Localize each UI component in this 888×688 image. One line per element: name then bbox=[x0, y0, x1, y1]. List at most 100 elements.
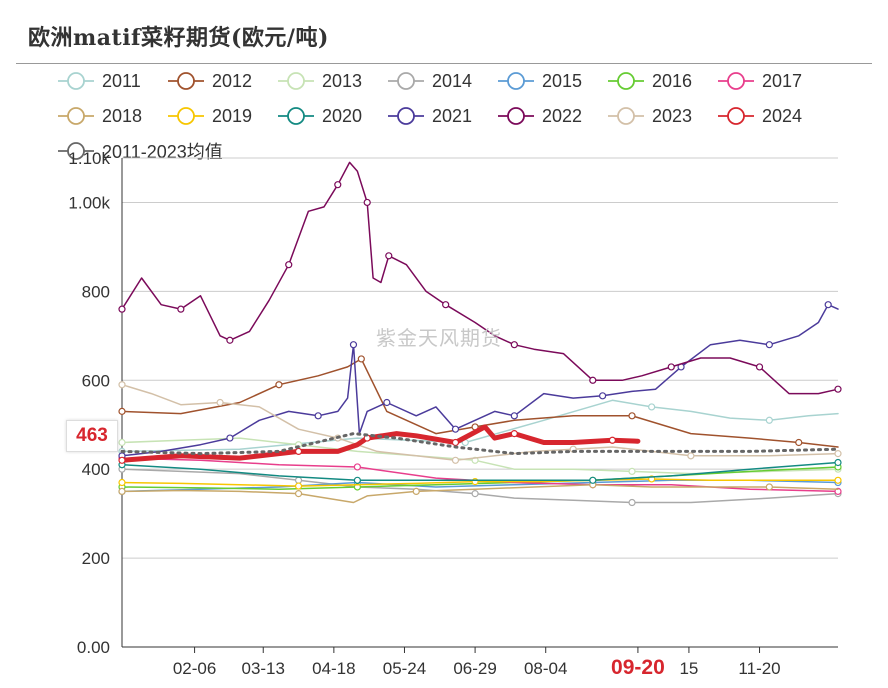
x-tick-label: 03-13 bbox=[241, 659, 284, 678]
data-point bbox=[353, 476, 361, 484]
legend-item[interactable]: 2016 bbox=[606, 70, 692, 92]
legend-item[interactable]: 2011 bbox=[56, 70, 141, 92]
data-point bbox=[589, 376, 597, 384]
title-divider bbox=[16, 63, 872, 64]
legend-label: 2015 bbox=[542, 70, 583, 91]
data-point bbox=[357, 355, 365, 363]
data-point bbox=[412, 487, 420, 496]
legend-swatch-marker bbox=[397, 107, 415, 125]
data-point bbox=[628, 412, 636, 420]
legend-swatch-icon bbox=[58, 72, 94, 90]
series-line-2024 bbox=[119, 424, 641, 463]
y-tick-label: 800 bbox=[82, 282, 110, 301]
legend-label: 2016 bbox=[652, 70, 693, 91]
x-tick-label: 02-06 bbox=[173, 659, 216, 678]
data-point bbox=[363, 198, 371, 207]
legend-label: 2018 bbox=[102, 105, 143, 126]
legend-swatch-marker bbox=[727, 107, 745, 125]
data-point bbox=[471, 490, 479, 498]
legend-item[interactable]: 2019 bbox=[166, 105, 252, 127]
data-point bbox=[275, 381, 283, 389]
data-point bbox=[628, 467, 636, 476]
data-point bbox=[118, 305, 126, 313]
data-point bbox=[349, 341, 358, 349]
data-point bbox=[177, 305, 185, 313]
data-point bbox=[628, 498, 636, 507]
x-tick-label: 15 bbox=[679, 659, 698, 678]
legend-item[interactable]: 2011-2023均值 bbox=[56, 140, 223, 162]
legend-swatch-icon bbox=[608, 107, 644, 125]
legend-swatch-marker bbox=[177, 72, 195, 90]
legend-item[interactable]: 2020 bbox=[276, 105, 362, 127]
data-point bbox=[667, 363, 675, 371]
x-tick-label: 09-20 bbox=[611, 656, 665, 679]
legend-item[interactable]: 2022 bbox=[496, 105, 582, 127]
data-point bbox=[226, 336, 234, 344]
data-point bbox=[314, 412, 322, 420]
legend-label: 2022 bbox=[542, 105, 583, 126]
legend-label: 2020 bbox=[322, 105, 363, 126]
legend-label: 2023 bbox=[652, 105, 693, 126]
legend-swatch-icon bbox=[58, 107, 94, 125]
watermark: 紫金天风期货 bbox=[376, 326, 502, 350]
series-line-2012 bbox=[121, 358, 839, 448]
data-point bbox=[118, 487, 126, 496]
legend-item[interactable]: 2021 bbox=[386, 105, 472, 127]
x-tick-label: 06-29 bbox=[453, 659, 496, 678]
data-point bbox=[226, 434, 234, 442]
data-point bbox=[834, 476, 842, 484]
legend-swatch-marker bbox=[617, 72, 635, 90]
legend-swatch-marker bbox=[67, 107, 85, 125]
legend-swatch-marker bbox=[67, 72, 85, 90]
legend-item[interactable]: 2013 bbox=[276, 70, 362, 92]
legend-item[interactable]: 2024 bbox=[716, 105, 802, 127]
legend-swatch-marker bbox=[287, 107, 305, 125]
legend-label: 2012 bbox=[212, 70, 253, 91]
data-point bbox=[765, 483, 773, 491]
legend-item[interactable]: 2012 bbox=[166, 70, 252, 92]
legend-item[interactable]: 2017 bbox=[716, 70, 802, 92]
data-point bbox=[648, 403, 656, 411]
legend-swatch-marker bbox=[617, 107, 635, 125]
y-tick-label: 400 bbox=[82, 460, 110, 479]
legend-swatch-marker bbox=[507, 72, 525, 90]
legend-item[interactable]: 2023 bbox=[606, 105, 692, 127]
data-point bbox=[510, 430, 518, 438]
last-value-badge: 463 bbox=[66, 420, 118, 452]
legend-item[interactable]: 2015 bbox=[496, 70, 582, 92]
data-point bbox=[385, 252, 393, 260]
legend-item[interactable]: 2014 bbox=[386, 70, 472, 92]
data-point bbox=[118, 478, 126, 487]
x-tick-label: 08-04 bbox=[524, 659, 567, 678]
data-point bbox=[687, 452, 695, 460]
data-point bbox=[834, 450, 842, 458]
data-point bbox=[471, 478, 479, 486]
data-point bbox=[824, 301, 832, 309]
legend-swatch-icon bbox=[498, 72, 534, 90]
legend-swatch-marker bbox=[177, 107, 195, 125]
data-point bbox=[442, 301, 450, 309]
y-tick-label: 600 bbox=[82, 371, 110, 390]
data-point bbox=[755, 363, 764, 371]
legend-swatch-icon bbox=[498, 107, 534, 125]
x-tick-label: 04-18 bbox=[312, 659, 355, 678]
data-point bbox=[353, 463, 361, 471]
data-point bbox=[510, 412, 518, 420]
legend-label: 2011 bbox=[102, 70, 141, 91]
legend-label: 2013 bbox=[322, 70, 363, 91]
chart-title: 欧洲matif菜籽期货(欧元/吨) bbox=[28, 25, 329, 51]
legend-swatch-icon bbox=[718, 72, 754, 90]
legend-swatch-icon bbox=[388, 72, 424, 90]
legend-item[interactable]: 2018 bbox=[56, 105, 142, 127]
y-tick-label: 1.00k bbox=[68, 193, 110, 212]
y-tick-label: 0.00 bbox=[77, 638, 110, 657]
data-point bbox=[294, 490, 303, 498]
legend-label: 2019 bbox=[212, 105, 253, 126]
data-point bbox=[294, 447, 303, 455]
data-point bbox=[765, 416, 773, 424]
data-point bbox=[383, 398, 391, 407]
data-point bbox=[834, 458, 842, 467]
series-line-2018 bbox=[121, 483, 839, 504]
legend-label: 2014 bbox=[432, 70, 473, 91]
